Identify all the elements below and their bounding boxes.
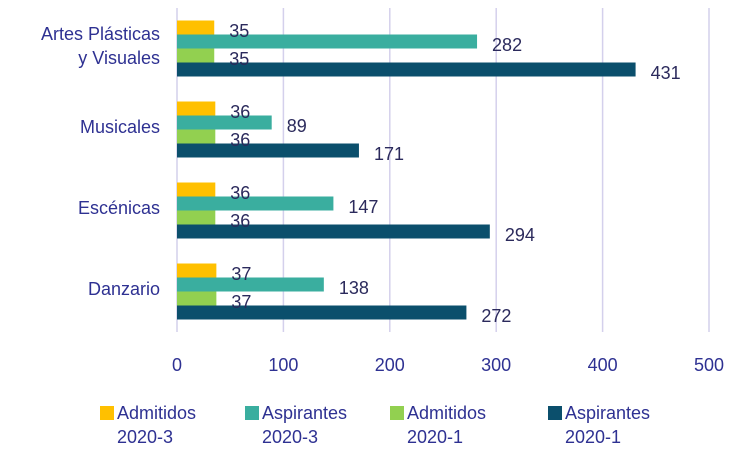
legend-swatch: [390, 406, 404, 420]
x-tick-label: 100: [268, 355, 299, 375]
legend-swatch: [100, 406, 114, 420]
bar: [177, 263, 217, 278]
bar: [177, 20, 215, 35]
data-label: 282: [492, 34, 523, 55]
legend-label: Admitidos 2020-3: [117, 403, 197, 447]
y-tick-label: Artes Plásticas y Visuales: [40, 23, 160, 68]
x-tick-label: 400: [587, 355, 618, 375]
data-label: 36: [230, 182, 251, 203]
bar: [177, 182, 216, 197]
bar: [177, 277, 324, 292]
data-label: 37: [231, 263, 252, 284]
bar: [177, 34, 478, 49]
y-tick-label: Danzario: [87, 278, 160, 299]
legend-swatch: [245, 406, 259, 420]
bar: [177, 210, 216, 225]
data-label: 35: [229, 20, 250, 41]
bar: [177, 48, 215, 63]
bar: [177, 143, 359, 158]
data-label: 89: [286, 115, 307, 136]
legend-label: Aspirantes 2020-1: [565, 403, 651, 447]
data-label: 171: [373, 143, 404, 164]
bar: [177, 196, 334, 211]
data-label: 138: [338, 277, 369, 298]
legend-label: Admitidos 2020-1: [407, 403, 487, 447]
data-label: 36: [230, 101, 251, 122]
x-tick-label: 0: [171, 355, 183, 375]
x-tick-label: 200: [374, 355, 405, 375]
data-label: 36: [230, 210, 251, 231]
bar: [177, 62, 636, 77]
data-label: 147: [348, 196, 379, 217]
bar: [177, 305, 467, 320]
bar: [177, 291, 217, 306]
bar: [177, 115, 272, 130]
y-tick-label: Musicales: [79, 116, 160, 137]
data-label: 36: [230, 129, 251, 150]
data-label: 35: [229, 48, 250, 69]
bar: [177, 224, 490, 239]
data-label: 431: [650, 62, 681, 83]
legend-swatch: [548, 406, 562, 420]
x-tick-label: 300: [481, 355, 512, 375]
data-label: 272: [481, 305, 512, 326]
legend-label: Aspirantes 2020-3: [262, 403, 348, 447]
bar: [177, 101, 216, 116]
y-tick-label: Escénicas: [77, 197, 160, 218]
x-tick-label: 500: [693, 355, 725, 375]
bar: [177, 129, 216, 144]
data-label: 37: [231, 291, 252, 312]
data-label: 294: [504, 224, 535, 245]
